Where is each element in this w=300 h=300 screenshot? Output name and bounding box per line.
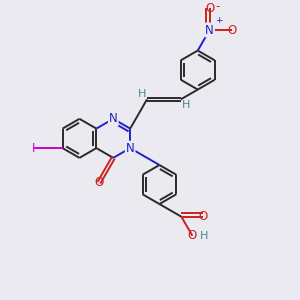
Text: O: O [205, 2, 214, 15]
Text: O: O [227, 23, 236, 37]
Text: H: H [200, 231, 208, 241]
Text: +: + [215, 16, 222, 25]
Text: N: N [109, 112, 118, 125]
Text: O: O [94, 176, 104, 189]
Text: N: N [126, 142, 134, 154]
Text: I: I [32, 142, 35, 154]
Text: N: N [205, 23, 214, 37]
Text: O: O [188, 229, 197, 242]
Text: H: H [182, 100, 190, 110]
Text: O: O [199, 210, 208, 223]
Text: -: - [215, 0, 219, 13]
Text: H: H [138, 89, 146, 99]
